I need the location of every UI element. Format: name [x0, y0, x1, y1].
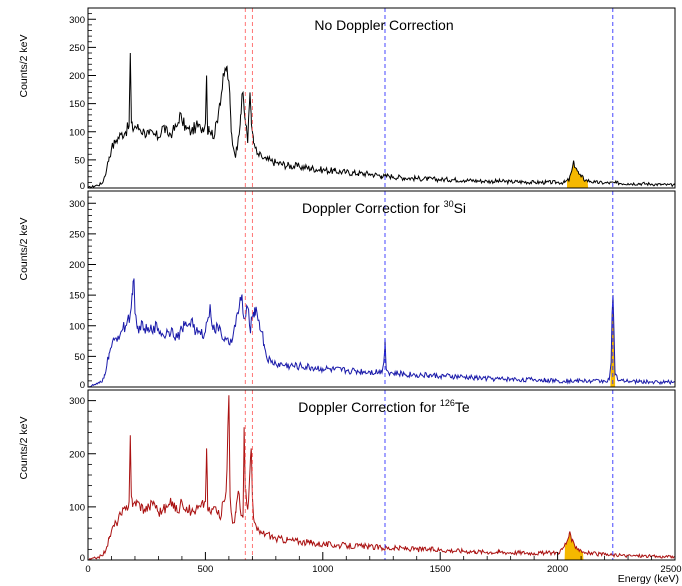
- panel-2-vertical-markers: [244, 191, 614, 387]
- panel-1-y-axis-label: Counts/2 keV: [18, 34, 30, 97]
- panel-3-spectrum-line: [88, 395, 675, 561]
- panel-3-title-suffix: Te: [455, 399, 470, 415]
- panel-3-y-ticks: 0 100 200 300: [69, 396, 96, 564]
- y-tick-label: 0: [80, 380, 85, 391]
- y-tick-label: 200: [69, 260, 85, 271]
- panel-1-vertical-markers: [244, 8, 614, 188]
- panel-2-title-superscript: 30: [444, 199, 454, 209]
- y-tick-label: 300: [69, 15, 85, 26]
- panel-3-y-axis-label: Counts/2 keV: [18, 416, 30, 479]
- x-tick-label: 2000: [547, 564, 568, 575]
- x-axis-label: Energy (keV): [618, 573, 679, 585]
- x-tick-label: 2500: [660, 564, 681, 575]
- y-tick-label: 0: [80, 553, 85, 564]
- panel-2-y-ticks: 0 50 100 150 200 250 300: [69, 196, 96, 391]
- x-tick-label: 1500: [430, 564, 451, 575]
- y-tick-label: 200: [69, 71, 85, 82]
- panel-2-y-axis-label: Counts/2 keV: [18, 217, 30, 280]
- y-tick-label: 250: [69, 43, 85, 54]
- panel-3-x-ticks: 0 500 1000 1500 2000 2500: [85, 552, 682, 575]
- y-tick-label: 50: [74, 352, 85, 363]
- panel-3: 0 100 200 300 0 500 1000 1500 2000 2500 Doppler …: [18, 389, 682, 585]
- panel-3-vertical-markers: [244, 390, 614, 560]
- panel-2-title: Doppler Correction for 30Si: [302, 199, 466, 216]
- y-tick-label: 50: [74, 155, 85, 166]
- panel-1-y-ticks: 0 50 100 150 200 250 300: [69, 13, 96, 192]
- y-tick-label: 100: [69, 502, 85, 513]
- panel-1-title: No Doppler Correction: [314, 17, 453, 33]
- x-tick-label: 0: [85, 564, 90, 575]
- panel-2: 0 50 100 150 200 250 300 Doppler Correction fo…: [18, 190, 676, 391]
- panel-1: 0 50 100 150 200 250 300 No Doppler Correction…: [18, 7, 676, 192]
- y-tick-label: 150: [69, 291, 85, 302]
- y-tick-label: 300: [69, 199, 85, 210]
- y-tick-label: 100: [69, 321, 85, 332]
- x-tick-label: 500: [197, 564, 213, 575]
- shaded-peak-area: [564, 531, 584, 560]
- y-tick-label: 150: [69, 99, 85, 110]
- panel-1-shaded-peak: [567, 160, 589, 188]
- panel-1-spectrum-line: [87, 52, 676, 189]
- x-tick-label: 1000: [312, 564, 333, 575]
- shaded-peak-area: [567, 160, 589, 188]
- panel-3-title-superscript: 126: [440, 398, 455, 408]
- y-tick-label: 250: [69, 229, 85, 240]
- y-tick-label: 300: [69, 396, 85, 407]
- y-tick-label: 200: [69, 449, 85, 460]
- panel-3-title-main: Doppler Correction for: [298, 399, 440, 415]
- panel-3-title: Doppler Correction for 126Te: [298, 398, 470, 415]
- panel-2-title-main: Doppler Correction for: [302, 200, 444, 216]
- y-tick-label: 100: [69, 127, 85, 138]
- panel-2-title-suffix: Si: [454, 200, 466, 216]
- y-tick-label: 0: [80, 181, 85, 192]
- panel-2-spectrum-line: [88, 278, 676, 388]
- panel-3-shaded-peak: [564, 531, 584, 560]
